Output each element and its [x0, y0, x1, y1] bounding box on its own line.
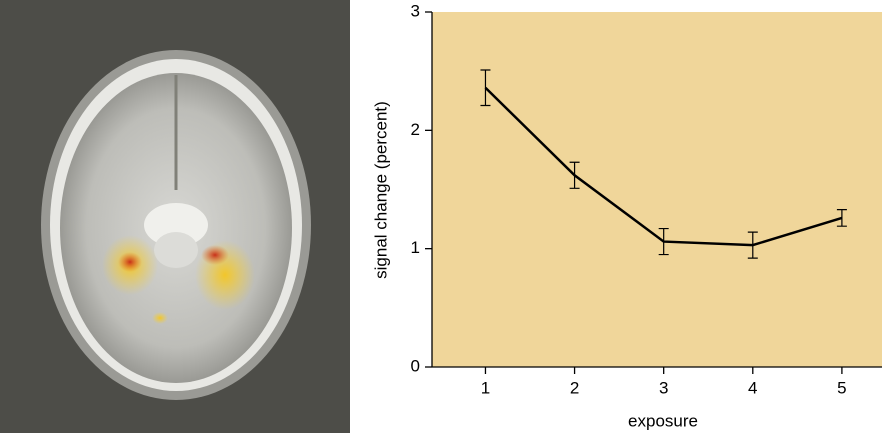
y-tick-label: 3 [411, 1, 420, 20]
x-axis-label: exposure [628, 411, 698, 430]
x-tick-label: 4 [748, 378, 757, 397]
x-tick-label: 3 [659, 378, 668, 397]
y-tick-label: 1 [411, 238, 420, 257]
y-axis-label: signal change (percent) [371, 101, 390, 279]
brain-image [0, 0, 350, 433]
y-tick-label: 0 [411, 356, 420, 375]
x-tick-label: 1 [481, 378, 490, 397]
x-tick-label: 2 [570, 378, 579, 397]
plot-area [432, 12, 882, 367]
y-tick-label: 2 [411, 120, 420, 139]
x-tick-label: 5 [837, 378, 846, 397]
page: signal change (percent) exposure 0 1 2 3 1 2 3… [0, 0, 882, 433]
